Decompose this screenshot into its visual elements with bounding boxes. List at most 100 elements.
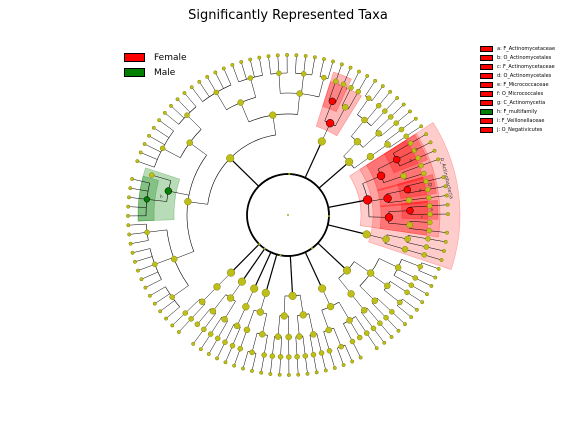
branch-line [385,129,402,142]
branch-line [329,350,336,369]
branch-line [186,114,202,130]
node [445,230,449,235]
branch-line [391,311,406,325]
node [332,366,337,370]
branch-line [162,148,181,158]
clade-label-g: g [430,182,433,187]
clade-highlight-f [379,200,429,236]
branch-line [427,238,446,243]
node [269,111,277,119]
node [227,268,236,277]
legend-item-male: Male [124,65,187,80]
taxa-legend-label: e: F_Micrococcaceae [497,81,549,88]
node [276,70,282,77]
node [233,322,241,330]
branch-line [305,355,308,374]
node [223,360,228,365]
branch-line [380,122,397,137]
node [415,155,421,161]
branch-line [197,308,211,325]
branch-line [128,223,147,226]
node [148,172,155,178]
node [310,331,317,338]
branch-line [349,320,360,338]
node [221,315,228,323]
branch-line [328,199,368,208]
branch-line [240,102,250,123]
node [389,335,394,339]
branch-line [146,199,167,202]
branch-line [263,335,268,356]
node [285,53,290,57]
branch-line [232,64,239,82]
taxa-legend-swatch [480,118,493,125]
node [237,99,244,106]
node [303,54,308,58]
node [182,91,187,95]
taxa-legend-label: c: F_Actinomycetaceae [497,63,555,70]
node [426,194,432,201]
node [312,55,317,60]
node [404,235,411,243]
branch-line [389,136,407,148]
taxa-legend-swatch [480,81,493,88]
node [184,198,192,206]
branch-line [313,354,317,373]
branch-line [164,112,179,125]
taxa-legend-item: j: O_Negativicutes [480,126,555,135]
branch-line [212,294,227,312]
node [213,89,220,96]
branch-line [397,268,416,279]
node [362,230,371,239]
branch-line [365,105,379,122]
node [441,249,446,253]
node [274,333,282,340]
taxa-legend-label: j: O_Negativicutes [497,127,543,134]
node [423,178,429,185]
node [133,259,137,264]
node [206,352,211,356]
branch-line [355,316,367,334]
branch-line [296,356,299,375]
node [147,133,151,138]
node [414,307,419,312]
node [126,223,131,228]
branch-line [279,356,281,375]
branch-line [134,256,153,263]
node [418,162,424,169]
node [142,142,147,146]
branch-line [259,57,263,76]
branch-line [338,302,350,321]
branch-line [337,348,344,366]
branch-line [272,336,275,357]
branch-line [232,327,241,346]
node [182,310,189,316]
branch-line [390,104,404,118]
node [127,195,131,200]
node [241,366,245,371]
branch-line [199,81,210,97]
branch-line [129,232,148,235]
node [412,275,419,281]
node [222,339,228,346]
node [426,227,432,234]
branch-line [411,285,428,295]
clade-highlight-a [383,134,428,174]
branch-line [401,259,421,267]
node [164,316,168,321]
node [383,314,389,321]
branch-line [344,344,353,362]
taxa-legend-swatch [480,109,493,116]
node [382,108,388,114]
node [420,300,425,305]
node [318,284,327,293]
node [197,79,202,84]
taxa-legend-label: a: F_Actinomycetaceae [497,45,556,52]
node [138,150,143,155]
branch-line [297,315,300,337]
node [419,124,424,129]
branch-line [242,351,249,369]
node [170,255,178,263]
